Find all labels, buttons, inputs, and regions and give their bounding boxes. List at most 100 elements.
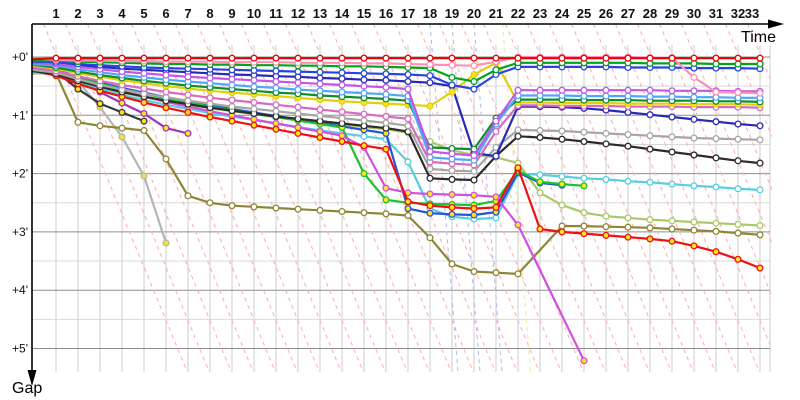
special-lap-line <box>451 24 481 373</box>
lap-line <box>43 24 188 373</box>
data-point <box>316 105 324 114</box>
x-tick-label: 17 <box>401 6 415 21</box>
data-point <box>228 202 236 210</box>
data-point <box>316 128 324 136</box>
data-point <box>360 142 368 150</box>
lap-line <box>549 24 694 373</box>
data-point <box>734 135 742 143</box>
data-point <box>316 80 324 88</box>
data-point <box>272 77 280 86</box>
data-point <box>316 54 324 62</box>
data-point <box>514 126 522 134</box>
data-point <box>184 97 192 105</box>
y-tick-label: +3' <box>12 225 28 239</box>
x-tick-label: 12 <box>291 6 305 21</box>
data-point <box>272 54 280 62</box>
data-point <box>668 148 676 156</box>
x-tick-label: 9 <box>228 6 235 21</box>
x-tick-label: 33 <box>745 6 759 21</box>
data-point <box>690 115 698 123</box>
lap-line <box>637 24 772 351</box>
x-tick-label: 23 <box>533 6 547 21</box>
data-point <box>646 111 654 119</box>
data-point <box>448 81 456 89</box>
data-point <box>756 89 764 97</box>
data-point <box>580 357 588 365</box>
data-point <box>206 54 214 62</box>
x-axis-title: Time <box>741 29 776 46</box>
data-point <box>470 211 478 219</box>
data-point <box>624 223 632 231</box>
data-point <box>734 54 742 62</box>
data-point <box>558 172 566 181</box>
data-point <box>338 114 346 122</box>
data-point <box>250 203 258 211</box>
series-navy <box>31 59 764 160</box>
data-point <box>382 145 390 153</box>
lap-line <box>87 24 232 373</box>
data-point <box>360 116 368 125</box>
data-point <box>690 218 698 226</box>
x-tick-label: 14 <box>335 6 350 21</box>
data-point <box>514 132 522 140</box>
data-point <box>492 214 500 222</box>
lap-line <box>505 24 650 373</box>
data-point <box>756 122 764 130</box>
data-point <box>404 70 412 79</box>
lap-line <box>241 24 386 373</box>
data-point <box>382 196 390 204</box>
data-point <box>294 123 302 132</box>
data-point <box>294 129 302 137</box>
data-point <box>756 54 764 62</box>
data-point <box>558 222 566 230</box>
data-point <box>646 235 654 243</box>
data-point <box>184 192 192 200</box>
series-line <box>31 57 760 61</box>
y-tick-label: +4' <box>12 283 28 297</box>
lap-line <box>483 24 628 373</box>
data-point <box>272 84 280 92</box>
data-point <box>470 191 478 199</box>
data-point <box>360 82 368 90</box>
data-point <box>206 94 214 102</box>
data-point <box>580 128 588 136</box>
data-point <box>426 234 434 242</box>
data-point <box>448 150 456 158</box>
data-point <box>470 70 478 79</box>
lap-line <box>527 24 672 373</box>
data-point <box>426 147 434 155</box>
time-axis-arrow-icon <box>768 19 784 29</box>
data-point <box>448 73 456 81</box>
series-line <box>31 68 761 173</box>
data-point <box>118 99 126 107</box>
data-point <box>712 60 720 68</box>
data-point <box>52 54 60 62</box>
data-point <box>624 130 632 139</box>
data-point <box>690 226 698 234</box>
data-point <box>470 151 478 160</box>
data-point <box>712 219 720 227</box>
data-point <box>140 98 148 107</box>
data-point <box>382 184 390 192</box>
data-point <box>118 54 126 62</box>
data-point <box>536 86 544 94</box>
data-point <box>382 76 390 84</box>
data-point <box>426 202 434 210</box>
data-point <box>382 90 390 98</box>
data-point <box>272 101 280 109</box>
data-point <box>734 255 742 263</box>
data-point <box>426 54 434 62</box>
data-point <box>470 77 478 86</box>
data-point <box>734 157 742 165</box>
data-point <box>294 79 302 87</box>
data-point <box>668 133 676 141</box>
data-point <box>580 222 588 230</box>
x-tick-label: 8 <box>206 6 213 21</box>
lap-line <box>131 24 276 373</box>
data-point <box>646 86 654 94</box>
data-point <box>602 140 610 148</box>
data-point <box>448 88 456 96</box>
data-point <box>426 165 434 173</box>
data-point <box>492 269 500 277</box>
data-point <box>250 76 258 84</box>
